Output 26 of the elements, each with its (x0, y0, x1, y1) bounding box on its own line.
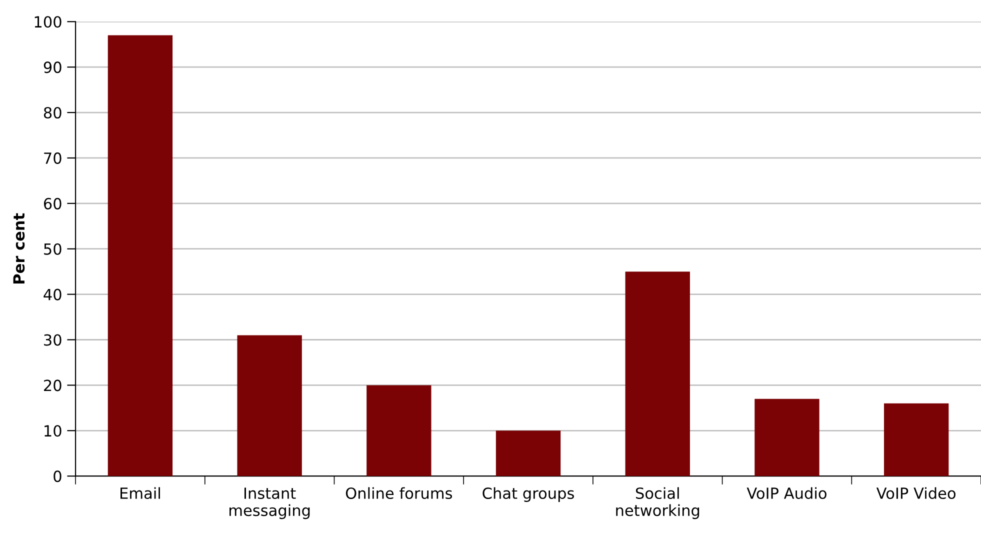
y-tick-label: 60 (44, 198, 62, 210)
x-tick-label: Email (120, 487, 160, 500)
y-tick-label: 50 (44, 243, 62, 255)
x-tick-label: Instant messaging (230, 488, 310, 520)
y-tick-label: 70 (44, 152, 62, 164)
y-tick-label: 20 (44, 380, 62, 392)
bar (754, 398, 820, 476)
y-tick-label: 30 (44, 334, 62, 346)
y-tick-label: 40 (44, 288, 62, 300)
bar (625, 272, 690, 476)
bar (496, 430, 561, 476)
y-tick-label: 100 (34, 16, 62, 28)
x-tick-label: Chat groups (482, 487, 574, 502)
x-tick-label: Social networking (616, 487, 700, 520)
bar (237, 335, 302, 476)
y-tick-label: 90 (44, 62, 62, 74)
x-tick-label: VoIP Audio (746, 487, 826, 500)
x-tick-label: VoIP Video (876, 487, 956, 500)
y-axis-title: Per cent (13, 213, 25, 284)
bar (366, 385, 432, 476)
y-tick-label: 80 (44, 106, 62, 119)
y-tick-label: 10 (44, 425, 62, 437)
y-tick-label: 0 (54, 470, 62, 482)
bar (884, 403, 949, 476)
x-tick-label: Online forums (346, 487, 452, 500)
bar (108, 35, 173, 476)
